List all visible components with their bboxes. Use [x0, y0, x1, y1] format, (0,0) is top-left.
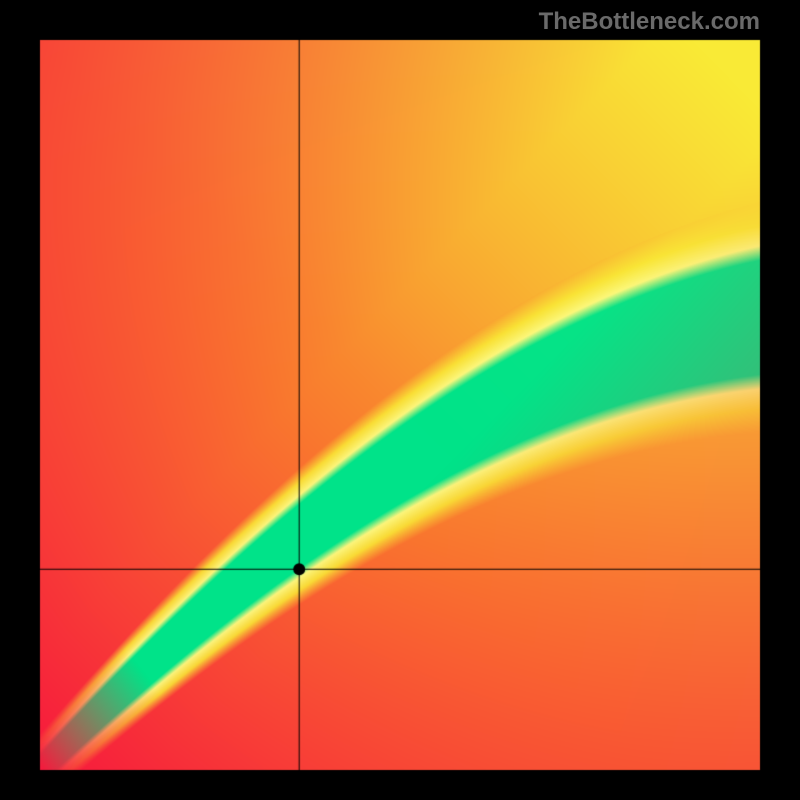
watermark-text: TheBottleneck.com	[539, 8, 760, 36]
chart-container: TheBottleneck.com	[0, 0, 800, 800]
bottleneck-heatmap	[0, 0, 800, 800]
